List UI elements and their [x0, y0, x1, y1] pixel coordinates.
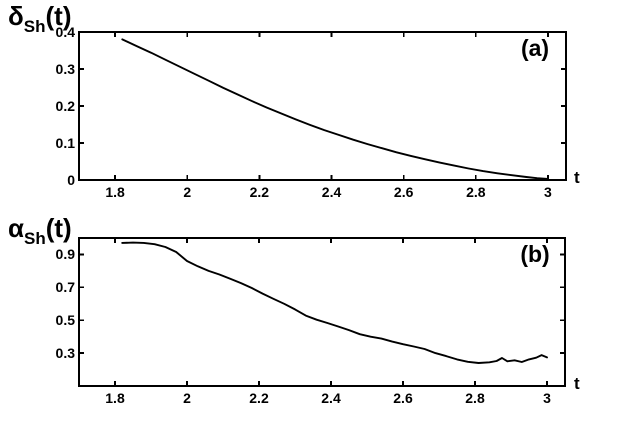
panel-b-y-tick-label: 0.7 [55, 279, 75, 296]
panel-b-x-tick-label: 1.8 [105, 390, 125, 406]
panel-b-xlabel: t [574, 374, 580, 393]
panel-a-x-tick-label: 1.8 [105, 184, 125, 200]
panel-b-title-symbol: α [8, 213, 24, 243]
panel-a-x-tick-label: 2.6 [393, 184, 414, 200]
panel-b-y-tick-label: 0.5 [55, 312, 75, 329]
panel-a-label: (a) [520, 35, 550, 61]
panel-b-y-tick-label: 0.9 [55, 246, 75, 263]
panel-b-x-tick-label: 2 [183, 390, 191, 406]
panel-b-x-tick-label: 2.8 [465, 390, 485, 406]
panel-b-x-tick-label: 3 [543, 390, 551, 406]
panel-b-curve [121, 241, 548, 364]
panel-b-title-subscript: Sh [23, 229, 46, 248]
panel-b-axes-box [78, 237, 566, 387]
panel-a-y-tick-label: 0.4 [55, 24, 75, 40]
panel-a-curve [121, 38, 549, 180]
panel-b-title: αSh(t) [8, 213, 72, 247]
panel-a-title: δSh(t) [8, 1, 72, 35]
panel-b-label: (b) [520, 241, 550, 267]
panel-b-title-suffix: (t) [45, 213, 72, 243]
panel-b-x-tick-label: 2.4 [321, 390, 341, 406]
panel-a-y-tick-label: 0.2 [55, 98, 75, 114]
panel-a-title-suffix: (t) [45, 1, 72, 31]
panel-a-y-tick-label: 0 [67, 172, 75, 188]
panel-a-x-tick-label: 3 [544, 184, 552, 200]
panel-b-y-tick-label: 0.3 [55, 345, 75, 362]
panel-a-xlabel: t [574, 168, 580, 187]
panel-a-x-tick-label: 2 [183, 184, 192, 200]
panel-a-title-subscript: Sh [23, 17, 46, 36]
panel-a-x-tick-label: 2.8 [466, 184, 486, 200]
panel-b-x-tick-label: 2.2 [249, 390, 269, 406]
panel-a-title-symbol: δ [8, 1, 24, 31]
panel-a-y-tick-label: 0.3 [55, 61, 75, 77]
panel-b-x-tick-label: 2.6 [393, 390, 413, 406]
panel-a-x-tick-label: 2.2 [249, 184, 270, 200]
panel-a-x-tick-label: 2.4 [321, 184, 342, 200]
panel-a-y-tick-label: 0.1 [55, 135, 75, 151]
